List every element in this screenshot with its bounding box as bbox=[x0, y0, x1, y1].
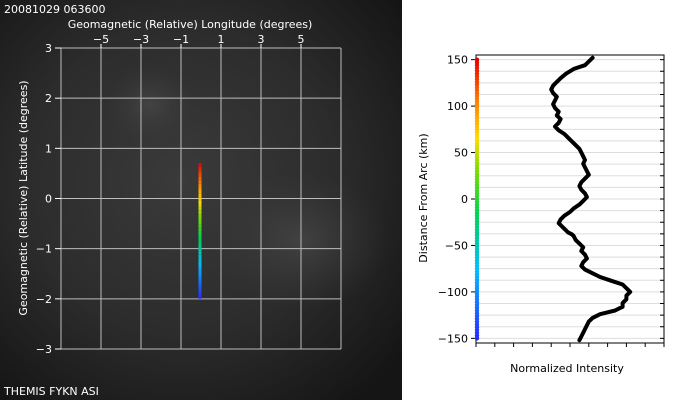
x-axis-label: Normalized Intensity bbox=[510, 362, 624, 375]
x-tick-label: 1 bbox=[218, 33, 225, 46]
y-tick-label: −100 bbox=[438, 286, 468, 299]
colorbar-dot bbox=[474, 57, 480, 62]
y-tick-label: 50 bbox=[454, 147, 468, 160]
x-tick-label: −1 bbox=[173, 33, 189, 46]
footer-label: THEMIS FYKN ASI bbox=[3, 385, 99, 398]
plot-grid bbox=[476, 59, 664, 339]
x-tick-label: −3 bbox=[133, 33, 149, 46]
y-tick-label: 150 bbox=[447, 54, 468, 67]
y-tick-label: 0 bbox=[45, 193, 52, 206]
y-tick-label: 1 bbox=[45, 142, 52, 155]
intensity-profile-plot: 150 100 50 0 −50 −100 −150 Distance From Arc (… bbox=[417, 54, 665, 375]
y-tick-label: −3 bbox=[36, 343, 52, 356]
allsky-image-plot: 3 2 1 0 −1 −2 −3 −5 −3 −1 1 3 5 20081029 063600 THEM… bbox=[0, 0, 402, 400]
y-tick-label: 0 bbox=[461, 193, 468, 206]
y-axis-label: Distance From Arc (km) bbox=[417, 133, 430, 262]
y-tick-label: −1 bbox=[36, 243, 52, 256]
y-tick-label: −2 bbox=[36, 293, 52, 306]
x-tick-label: 3 bbox=[258, 33, 265, 46]
x-tick-label: −5 bbox=[93, 33, 109, 46]
y-tick-label: 100 bbox=[447, 100, 468, 113]
plot-axes: 3 2 1 0 −1 −2 −3 −5 −3 −1 1 3 5 bbox=[36, 33, 305, 356]
distance-colorbar bbox=[474, 57, 480, 341]
sky-brightness-feature bbox=[105, 65, 195, 145]
x-axis-label: Geomagnetic (Relative) Longitude (degree… bbox=[68, 18, 313, 31]
intensity-profile-line bbox=[549, 55, 633, 343]
x-tick-label: 5 bbox=[298, 33, 305, 46]
plot-axes: 150 100 50 0 −50 −100 −150 bbox=[438, 54, 665, 347]
y-tick-label: 2 bbox=[45, 92, 52, 105]
intensity-profile-panel: 150 100 50 0 −50 −100 −150 Distance From Arc (… bbox=[402, 0, 700, 400]
timestamp-label: 20081029 063600 bbox=[4, 3, 105, 16]
sky-brightness-feature bbox=[210, 170, 390, 310]
y-tick-label: −150 bbox=[438, 332, 468, 345]
y-tick-label: −50 bbox=[445, 239, 468, 252]
y-axis-label: Geomagnetic (Relative) Latitude (degrees… bbox=[17, 80, 30, 315]
intensity-series bbox=[549, 55, 633, 343]
allsky-image-panel: 3 2 1 0 −1 −2 −3 −5 −3 −1 1 3 5 20081029 063600 THEM… bbox=[0, 0, 402, 400]
y-tick-label: 3 bbox=[45, 42, 52, 55]
